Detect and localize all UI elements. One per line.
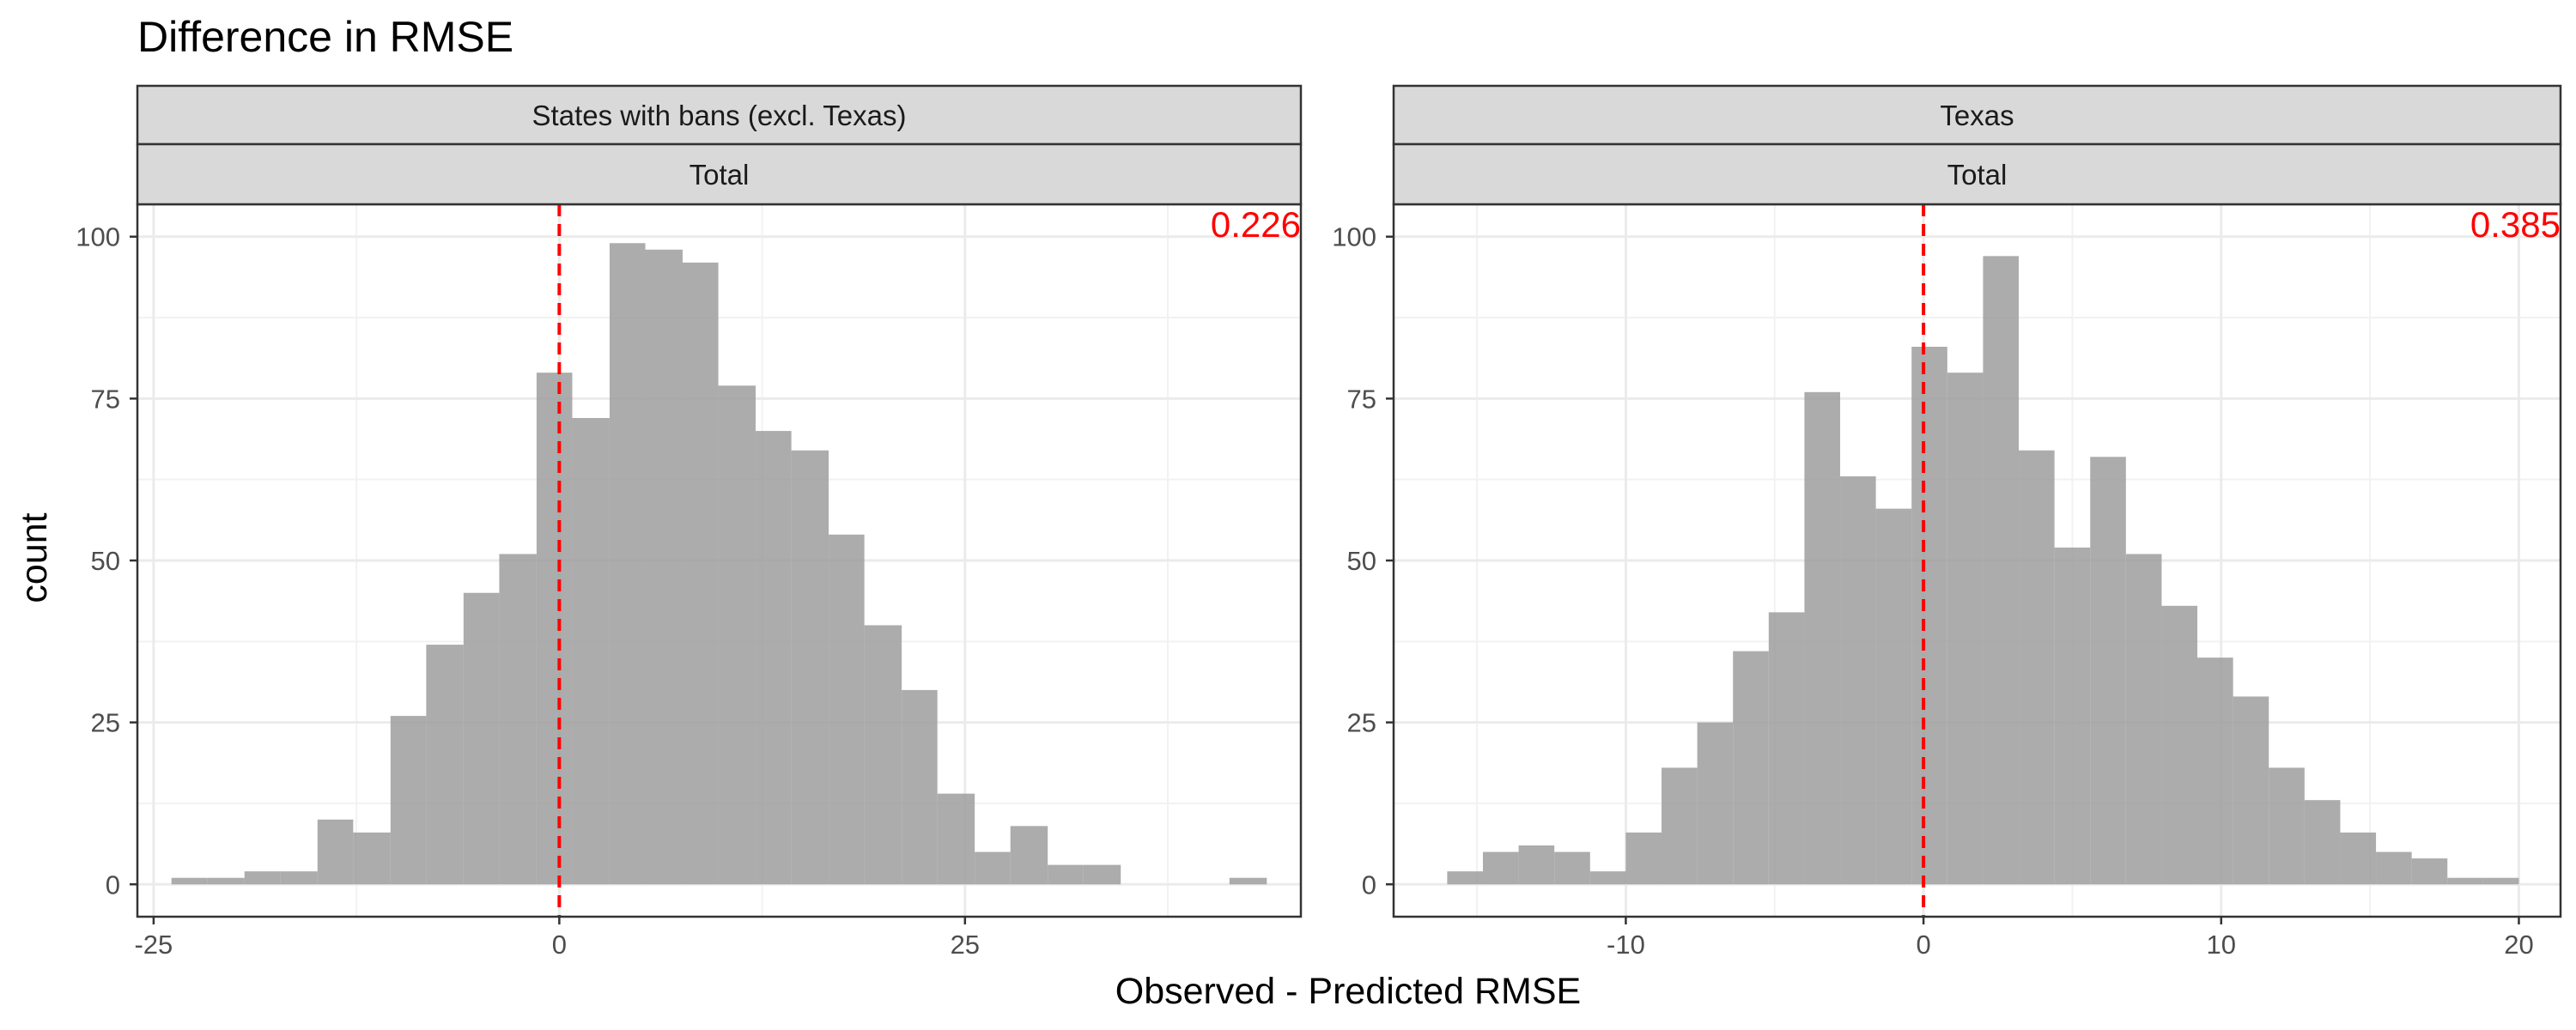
- histogram-bar: [463, 592, 500, 885]
- x-tick-label: -25: [134, 930, 173, 960]
- histogram-bar: [1048, 864, 1084, 885]
- x-tick-label: 10: [2207, 930, 2236, 960]
- x-tick-label: 20: [2504, 930, 2533, 960]
- histogram-bar: [499, 554, 537, 885]
- histogram-bar: [937, 793, 975, 885]
- histogram-bar: [426, 645, 464, 885]
- histogram-bar: [829, 534, 865, 885]
- histogram-bar: [902, 689, 938, 885]
- histogram-bar: [353, 832, 391, 885]
- histogram-bar: [756, 431, 792, 885]
- y-tick-label: 25: [1347, 708, 1376, 738]
- histogram-bar: [572, 418, 610, 885]
- histogram-bar: [2269, 767, 2305, 885]
- histogram-bar: [1447, 871, 1484, 885]
- y-tick-label: 0: [106, 869, 120, 900]
- histogram-bar: [2233, 696, 2269, 885]
- y-tick-label: 75: [1347, 384, 1376, 414]
- panel-1: 0.226 States with bans (excl. Texas) Total…: [76, 84, 1303, 960]
- histogram-bar: [2340, 832, 2377, 885]
- y-tick-label: 0: [1362, 869, 1376, 900]
- facet-strip: [136, 142, 1303, 206]
- histogram-bar: [791, 450, 829, 885]
- histogram-bar: [2376, 851, 2412, 885]
- histogram-bar: [1589, 871, 1626, 885]
- histogram-bar: [2304, 800, 2341, 885]
- histogram-bar: [682, 262, 719, 885]
- strip-label: Total: [1947, 159, 2008, 191]
- strip-label: States with bans (excl. Texas): [532, 100, 907, 131]
- histogram-bar: [864, 625, 902, 885]
- histogram-bar: [536, 373, 573, 885]
- histogram-bar: [317, 819, 354, 885]
- x-axis-title: Observed - Predicted RMSE: [1115, 971, 1581, 1012]
- histogram-bar: [975, 851, 1011, 885]
- chart-title: Difference in RMSE: [137, 13, 513, 61]
- histogram-bar: [1840, 476, 1876, 885]
- y-tick-label: 100: [76, 222, 120, 252]
- y-tick-label: 50: [91, 546, 120, 576]
- histogram-bar: [2161, 605, 2198, 885]
- histogram-bar: [1947, 373, 1984, 885]
- strip-label: Total: [690, 159, 750, 191]
- histogram-bar: [207, 877, 245, 885]
- histogram-bar: [2125, 554, 2162, 885]
- annotation-label: 0.385: [2470, 204, 2561, 245]
- x-tick-label: 25: [951, 930, 980, 960]
- histogram-bar: [2090, 457, 2126, 885]
- histogram-bar: [2482, 877, 2519, 885]
- histogram-bar: [1483, 851, 1519, 885]
- histogram-bar: [1875, 508, 1912, 885]
- y-tick-label: 50: [1347, 546, 1376, 576]
- histogram-bar: [280, 871, 318, 885]
- histogram-bar: [718, 385, 756, 885]
- histogram-bar: [1554, 851, 1590, 885]
- strip-label: Texas: [1940, 100, 2014, 131]
- histogram-bar: [2411, 858, 2448, 885]
- histogram-bar: [2197, 657, 2233, 885]
- x-tick-label: 0: [1916, 930, 1930, 960]
- histogram-bar: [1010, 826, 1048, 885]
- annotation-label: 0.226: [1211, 204, 1301, 245]
- y-tick-label: 75: [91, 384, 120, 414]
- histogram-bar: [2447, 877, 2483, 885]
- panels-layer: 0.226 States with bans (excl. Texas) Total…: [76, 84, 2562, 960]
- histogram-bar: [2054, 547, 2091, 885]
- y-axis-title: count: [14, 512, 55, 603]
- histogram-bar: [1083, 864, 1121, 885]
- histogram-bar: [1768, 612, 1805, 885]
- x-tick-label: 0: [552, 930, 567, 960]
- y-tick-label: 25: [91, 708, 120, 738]
- y-tick-label: 100: [1332, 222, 1376, 252]
- histogram-bar: [2019, 450, 2055, 885]
- histogram-bar: [1662, 767, 1698, 885]
- histogram-bar: [171, 877, 208, 885]
- histogram-bar: [609, 243, 646, 885]
- histogram-bar: [1983, 256, 2020, 885]
- histogram-bar: [390, 716, 427, 885]
- histogram-bar: [645, 249, 683, 885]
- histogram-bar: [1697, 722, 1734, 885]
- histogram-bar: [1911, 347, 1947, 885]
- histogram-bar: [1733, 651, 1769, 885]
- histogram-bar: [1625, 832, 1662, 885]
- facet-strip: [1392, 142, 2562, 206]
- histogram-bar: [1804, 391, 1841, 885]
- histogram-bar: [244, 871, 281, 885]
- histogram-bar: [1518, 845, 1555, 885]
- panel-2: 0.385 Texas Total 0 25 50 75 100 -10 0 10 20: [1332, 84, 2562, 960]
- histogram-bar: [1229, 877, 1267, 885]
- x-tick-label: -10: [1607, 930, 1645, 960]
- facet-strip: [1392, 84, 2562, 146]
